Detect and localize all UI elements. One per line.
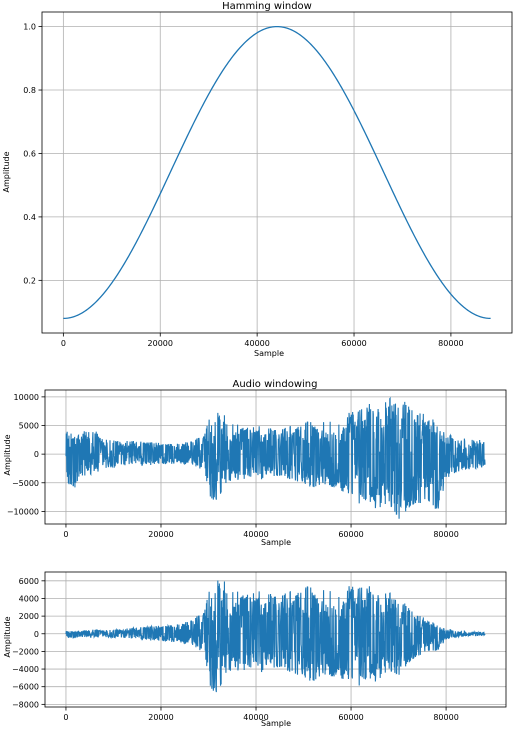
y-tick-label: 0.2 <box>23 276 36 285</box>
y-tick-label: 2000 <box>19 612 39 621</box>
x-tick-label: 20000 <box>148 339 173 348</box>
axes-frame <box>44 389 507 525</box>
x-tick-label: 60000 <box>338 530 363 539</box>
y-tick-label: −8000 <box>12 700 39 709</box>
hamming-window-line <box>63 25 491 320</box>
y-tick-label: 4000 <box>19 594 39 603</box>
y-axis-label: Amplitude <box>3 616 12 657</box>
y-tick-label: 0.6 <box>23 149 36 158</box>
y-tick-label: −5000 <box>12 479 39 488</box>
y-tick-label: 5000 <box>19 422 39 431</box>
y-tick-label: 10000 <box>14 393 39 402</box>
x-tick-label: 0 <box>63 530 68 539</box>
axes-frame <box>41 11 513 334</box>
axes-frame <box>44 571 507 708</box>
x-tick-label: 40000 <box>244 339 269 348</box>
x-tick-label: 60000 <box>341 339 366 348</box>
x-axis-label: Sample <box>261 538 291 547</box>
hamming-window-chart: Hamming window Sample Amplitude 0 20000 40… <box>2 1 513 358</box>
x-tick-label: 20000 <box>148 530 173 539</box>
x-tick-label: 40000 <box>243 530 268 539</box>
x-tick-label: 20000 <box>148 713 173 722</box>
audio-windowing-chart: Audio windowing Sample Amplitude 0 20000 4… <box>3 379 507 547</box>
y-tick-label: −6000 <box>12 683 39 692</box>
y-tick-label: 0.4 <box>23 213 36 222</box>
x-tick-label: 80000 <box>438 339 463 348</box>
windowed-signal-line <box>65 580 486 693</box>
x-tick-label: 0 <box>61 339 66 348</box>
y-tick-label: 1.0 <box>23 23 36 32</box>
y-tick-label: −10000 <box>7 507 39 516</box>
x-tick-label: 80000 <box>433 713 458 722</box>
y-tick-label: 0 <box>34 450 39 459</box>
x-tick-label: 0 <box>63 713 68 722</box>
y-axis-label: Amplitude <box>2 151 11 192</box>
audio-signal-line <box>65 396 486 519</box>
x-tick-label: 60000 <box>338 713 363 722</box>
y-tick-label: 0.8 <box>23 86 36 95</box>
x-axis-label: Sample <box>261 719 291 728</box>
x-tick-label: 40000 <box>243 713 268 722</box>
y-tick-label: −2000 <box>12 647 39 656</box>
chart-title: Audio windowing <box>232 379 317 390</box>
x-tick-label: 80000 <box>433 530 458 539</box>
y-tick-label: −4000 <box>12 665 39 674</box>
y-axis-label: Amplitude <box>3 434 12 475</box>
windowed-audio-chart: Sample Amplitude 0 20000 40000 60000 80000−8… <box>3 571 507 728</box>
chart-title: Hamming window <box>222 1 312 12</box>
y-tick-label: 0 <box>34 630 39 639</box>
y-tick-label: 6000 <box>19 577 39 586</box>
x-axis-label: Sample <box>254 349 284 358</box>
